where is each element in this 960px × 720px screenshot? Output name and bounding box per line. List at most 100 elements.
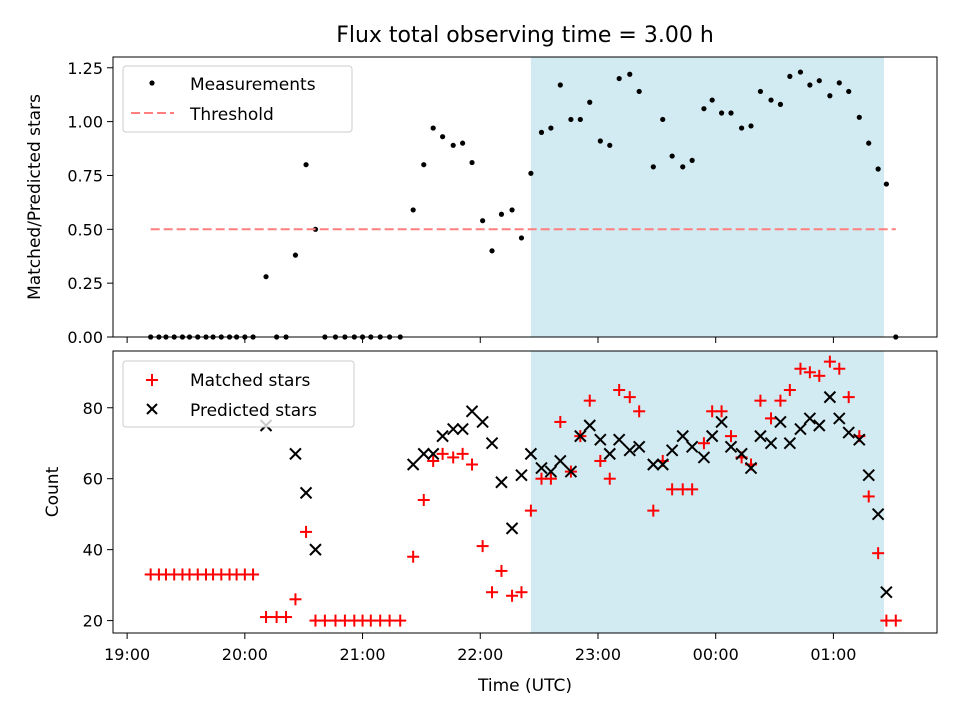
top-observing-span bbox=[530, 57, 885, 337]
predicted-stars-point bbox=[524, 447, 538, 461]
matched-stars-point bbox=[544, 472, 557, 485]
predicted-stars-point bbox=[685, 440, 699, 453]
matched-stars-point bbox=[515, 586, 528, 599]
measurement-point bbox=[292, 252, 299, 258]
measurement-point bbox=[616, 75, 622, 82]
predicted-stars-point bbox=[564, 465, 578, 478]
measurement-point bbox=[577, 116, 583, 123]
x-axis-label: Time (UTC) bbox=[477, 676, 572, 696]
top-panel: 0.00 0.25 0.50 0.75 1.00 1.25 Matched/Predict… bbox=[25, 56, 938, 347]
predicted-stars-point bbox=[309, 543, 322, 556]
matched-stars-point bbox=[456, 447, 469, 460]
predicted-stars-point bbox=[544, 465, 558, 478]
predicted-stars-point bbox=[764, 437, 778, 450]
predicted-stars-point bbox=[842, 426, 855, 439]
matched-stars-point bbox=[554, 415, 567, 428]
matched-stars-point bbox=[623, 391, 636, 404]
bottom-y-ticks: 20 40 60 80 bbox=[83, 399, 113, 631]
legend-predicted-label: Predicted stars bbox=[190, 401, 317, 421]
measurement-point bbox=[797, 69, 804, 75]
bottom-x-ticks: 19:00 20:00 21:00 22:00 23:00 00:00 01:00 bbox=[104, 633, 856, 664]
matched-stars-point bbox=[725, 430, 737, 443]
matched-stars-point bbox=[260, 611, 273, 624]
measurement-point bbox=[440, 134, 446, 140]
matched-stars-point bbox=[686, 483, 699, 496]
predicted-stars-point bbox=[574, 429, 587, 443]
matched-stars-point bbox=[524, 504, 537, 517]
predicted-stars-point bbox=[754, 429, 767, 443]
measurement-point bbox=[263, 274, 269, 280]
y-tick-label: 40 bbox=[83, 541, 103, 560]
predicted-stars-point bbox=[495, 476, 508, 489]
predicted-stars-point bbox=[632, 440, 646, 453]
matched-stars-point bbox=[300, 525, 313, 538]
matched-stars-point bbox=[774, 394, 787, 407]
chart-title: Flux total observing time = 3.00 h bbox=[336, 23, 714, 48]
matched-stars-point bbox=[506, 589, 519, 602]
predicted-stars-point bbox=[783, 437, 797, 450]
predicted-stars-point bbox=[594, 433, 607, 446]
predicted-stars-point bbox=[299, 486, 313, 500]
measurement-point bbox=[607, 142, 613, 148]
matched-stars-point bbox=[783, 384, 796, 397]
predicted-stars-point bbox=[476, 415, 489, 429]
matched-stars-point bbox=[613, 384, 626, 397]
measurement-point bbox=[738, 125, 745, 131]
predicted-stars-point bbox=[833, 412, 846, 425]
measurement-point bbox=[701, 106, 707, 112]
matched-stars-point bbox=[833, 362, 846, 375]
matched-stars-point bbox=[754, 394, 767, 407]
measurement-point bbox=[689, 157, 695, 163]
matched-stars-point bbox=[813, 369, 826, 382]
measurement-point bbox=[627, 71, 633, 77]
matched-stars-point bbox=[842, 391, 855, 404]
measurement-point bbox=[718, 110, 725, 116]
predicted-stars-point bbox=[446, 422, 460, 436]
measurement-point bbox=[757, 88, 764, 95]
predicted-stars-point bbox=[623, 444, 636, 457]
matched-stars-point bbox=[666, 483, 679, 496]
x-tick-label: 23:00 bbox=[575, 645, 621, 664]
matched-stars-point bbox=[823, 355, 836, 368]
top-y-axis-label: Matched/Predicted stars bbox=[25, 94, 45, 300]
measurement-point bbox=[430, 125, 436, 131]
predicted-stars-point bbox=[505, 522, 519, 535]
y-tick-label: 80 bbox=[83, 399, 103, 418]
x-tick-label: 01:00 bbox=[810, 645, 856, 664]
matched-stars-point bbox=[603, 472, 616, 485]
measurement-point bbox=[557, 82, 563, 88]
bottom-plot-frame bbox=[112, 350, 938, 634]
matched-stars-point bbox=[476, 540, 489, 553]
measurement-point bbox=[883, 181, 889, 187]
predicted-stars-point bbox=[515, 468, 528, 482]
bottom-marks bbox=[144, 355, 902, 627]
measurement-point bbox=[597, 138, 603, 144]
x-tick-label: 00:00 bbox=[693, 645, 739, 664]
matched-stars-point bbox=[647, 504, 660, 517]
measurement-point bbox=[587, 99, 593, 105]
predicted-stars-point bbox=[436, 429, 449, 443]
y-tick-label: 1.00 bbox=[67, 113, 103, 132]
predicted-stars-point bbox=[697, 451, 711, 464]
predicted-stars-point bbox=[485, 437, 499, 450]
y-tick-label: 0.25 bbox=[67, 274, 103, 293]
legend-matched-label: Matched stars bbox=[190, 371, 310, 391]
matched-stars-point bbox=[633, 405, 646, 418]
x-tick-label: 21:00 bbox=[339, 645, 385, 664]
predicted-stars-point bbox=[554, 454, 567, 468]
matched-stars-point bbox=[765, 412, 778, 425]
predicted-stars-point bbox=[794, 422, 807, 436]
matched-stars-point bbox=[495, 564, 508, 577]
predicted-stars-point bbox=[862, 468, 875, 482]
legend-measurements-label: Measurements bbox=[190, 75, 316, 95]
measurement-point bbox=[709, 97, 715, 103]
measurement-point bbox=[650, 164, 656, 170]
measurement-point bbox=[777, 101, 784, 107]
measurement-point bbox=[836, 80, 842, 86]
matched-stars-point bbox=[594, 454, 607, 467]
predicted-stars-point bbox=[735, 447, 748, 461]
y-tick-label: 0.00 bbox=[67, 328, 103, 347]
matched-stars-point bbox=[872, 547, 885, 560]
matched-stars-point bbox=[427, 454, 440, 467]
